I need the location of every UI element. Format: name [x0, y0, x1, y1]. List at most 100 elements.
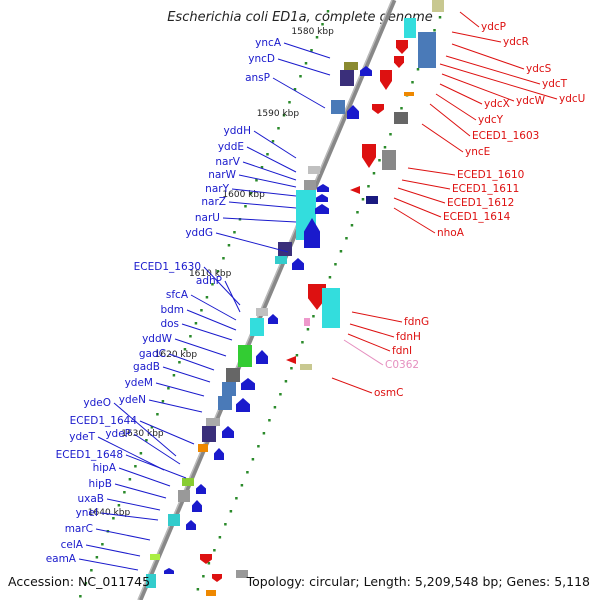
- feature-block: [278, 242, 292, 256]
- tick-dot: [262, 432, 266, 435]
- feature-arrow: [362, 144, 376, 168]
- gene-label: ydcU: [559, 93, 585, 105]
- tick-dot: [84, 582, 88, 585]
- gene-label: dos: [160, 318, 179, 330]
- feature-block: [300, 364, 312, 370]
- tick-dot: [383, 146, 387, 149]
- gene-label: fdnH: [396, 331, 421, 343]
- tick-dot: [367, 185, 370, 188]
- gene-label: ECED1_1612: [447, 197, 514, 209]
- gene-label: ydcW: [516, 95, 546, 107]
- feature-block: [226, 368, 240, 382]
- feature-block: [250, 318, 264, 336]
- gene-label: narV: [215, 156, 240, 168]
- label-connector: [114, 483, 167, 499]
- feature-block: [202, 426, 216, 442]
- gene-label: gadB: [133, 361, 160, 373]
- gene-label: yddH: [224, 125, 251, 137]
- gene-label: ECED1_1603: [472, 130, 539, 142]
- tick-dot: [79, 595, 82, 598]
- tick-dot: [312, 315, 315, 318]
- gene-label: yddW: [142, 333, 173, 345]
- label-connector: [148, 399, 203, 413]
- tick-dot: [178, 361, 181, 364]
- scale-label: 1590 kbp: [257, 109, 300, 119]
- gene-label: fdnG: [404, 316, 429, 328]
- tick-dot: [438, 16, 442, 19]
- gene-label: adhP: [196, 275, 222, 287]
- feature-block: [182, 478, 194, 486]
- label-connector: [118, 467, 171, 487]
- feature-block: [206, 590, 216, 596]
- gene-label: ECED1_1611: [452, 183, 519, 195]
- tick-dot: [321, 23, 324, 26]
- tick-dot: [117, 504, 121, 507]
- gene-label: C0362: [385, 359, 419, 371]
- scale-label: 1580 kbp: [291, 27, 334, 37]
- tick-dot: [189, 335, 192, 338]
- label-connector: [78, 558, 139, 571]
- label-connector: [459, 11, 480, 28]
- label-connector: [441, 73, 515, 102]
- tick-dot: [134, 465, 137, 468]
- label-connector: [349, 323, 395, 338]
- feature-block: [418, 32, 436, 68]
- tick-dot: [196, 588, 200, 591]
- gene-label: yddG: [185, 227, 213, 239]
- gene-features: [146, 0, 444, 596]
- tick-dot: [95, 556, 99, 559]
- tick-dot: [90, 569, 93, 572]
- tick-dot: [299, 75, 302, 78]
- tick-dot: [277, 127, 280, 130]
- tick-dot: [315, 36, 319, 39]
- label-connector: [125, 454, 187, 479]
- tick-dot: [290, 367, 293, 370]
- gene-label: ydeO: [83, 397, 111, 409]
- accession-text: Accession: NC_011745: [8, 574, 151, 589]
- feature-arrow: [286, 356, 296, 364]
- label-connector: [168, 353, 215, 371]
- label-connector: [429, 103, 471, 137]
- gene-label: fdnI: [392, 345, 412, 357]
- feature-arrow: [256, 350, 268, 364]
- gene-label: yncD: [248, 53, 275, 65]
- label-connector: [283, 42, 331, 59]
- gene-label: ECED1_1648: [56, 449, 123, 461]
- gene-label: marC: [65, 523, 93, 535]
- label-connector: [397, 187, 446, 204]
- label-connector: [155, 382, 205, 397]
- feature-arrow: [241, 378, 255, 390]
- feature-block: [404, 92, 414, 96]
- label-connector: [181, 323, 233, 341]
- tick-dot: [282, 114, 286, 117]
- tick-dot: [339, 250, 343, 253]
- feature-arrow: [396, 40, 408, 54]
- gene-label: nhoA: [437, 227, 465, 239]
- tick-dot: [295, 354, 299, 357]
- gene-label: gadC: [139, 348, 166, 360]
- label-connector: [231, 188, 297, 197]
- feature-arrow: [222, 426, 234, 438]
- label-connector: [95, 528, 151, 541]
- feature-arrow: [268, 314, 278, 324]
- label-connector: [228, 201, 297, 209]
- gene-label: eamA: [46, 553, 77, 565]
- gene-label: ydeP: [105, 428, 131, 440]
- label-connector: [331, 377, 373, 394]
- label-connector: [393, 207, 436, 234]
- tick-dot: [172, 374, 176, 377]
- gene-label: ECED1_1610: [457, 169, 524, 181]
- tick-dot: [279, 393, 282, 396]
- gene-label: yncA: [255, 37, 282, 49]
- label-connector: [222, 217, 297, 223]
- gene-label: narU: [195, 212, 220, 224]
- tick-dot: [251, 458, 255, 461]
- label-connector: [435, 93, 477, 121]
- feature-arrow: [214, 448, 224, 460]
- feature-arrow: [372, 104, 384, 114]
- tick-dot: [255, 179, 258, 182]
- feature-block: [308, 166, 320, 174]
- label-connector: [100, 512, 159, 521]
- tick-dots: [79, 10, 442, 598]
